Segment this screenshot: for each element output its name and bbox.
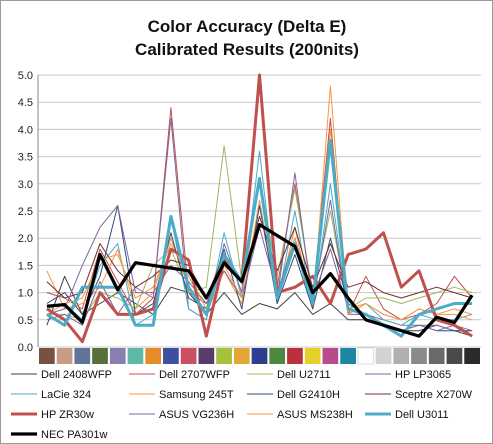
y-tick-label: 0.5 [18,315,33,327]
x-axis-swatch [127,348,144,364]
series-lines [46,73,474,344]
x-axis-swatch [357,347,375,365]
legend-item: HP LP3065 [365,369,451,381]
legend-item: Dell U3011 [365,409,449,421]
legend: Dell 2408WFP Dell 2707WFP Dell U2711 HP LP3… [11,369,473,441]
y-tick-label: 4.0 [18,124,33,136]
x-axis-swatch [251,348,268,364]
y-tick-label: 2.5 [18,206,33,218]
legend-label: HP LP3065 [395,369,451,381]
series-line [46,215,473,299]
y-axis-tick-labels: 0.0 0.5 1.0 1.5 2.0 2.5 3.0 3.5 4.0 4.5 5.0 [18,70,33,354]
legend-item: HP ZR30w [11,409,94,421]
x-axis-swatch [56,348,73,364]
legend-label: Samsung 245T [159,389,234,401]
x-axis-swatch [39,348,55,364]
legend-label: Dell G2410H [277,389,340,401]
x-axis-swatch [304,348,321,364]
y-tick-label: 1.0 [18,288,33,300]
x-axis-swatch [269,348,286,364]
legend-label: NEC PA301w [41,429,107,441]
series-line [46,150,473,326]
y-tick-label: 5.0 [18,70,33,82]
x-axis-swatch [411,348,427,364]
legend-item: Dell 2408WFP [11,369,112,381]
x-axis-swatch [216,348,232,364]
series-line [46,73,473,344]
x-axis-swatch [393,348,410,364]
legend-label: Dell U3011 [395,409,449,421]
y-tick-label: 3.0 [18,179,33,191]
legend-label: Dell U2711 [277,369,331,381]
legend-item: Sceptre X270W [365,389,473,401]
legend-item: NEC PA301w [11,429,107,441]
x-axis-swatch [375,348,392,364]
y-tick-label: 1.5 [18,260,33,272]
legend-item: LaCie 324 [11,389,91,401]
legend-item: ASUS VG236H [129,409,234,421]
x-axis-swatch [446,348,463,364]
legend-item: Dell U2711 [247,369,331,381]
x-axis-swatch [287,348,303,364]
x-axis-swatch [340,348,356,364]
legend-label: ASUS VG236H [159,409,234,421]
legend-label: Dell 2707WFP [159,369,230,381]
legend-label: HP ZR30w [41,409,94,421]
grid-lines [37,74,481,348]
series-line [46,85,473,321]
x-axis-swatch [464,348,480,364]
legend-label: LaCie 324 [41,389,91,401]
legend-item: Dell 2707WFP [129,369,230,381]
chart-title-line-2: Calibrated Results (200nits) [135,40,359,59]
y-tick-label: 3.5 [18,152,33,164]
x-axis-swatch [92,348,108,364]
legend-label: Sceptre X270W [395,389,473,401]
x-axis-swatch [74,348,91,364]
x-axis-swatch [198,348,215,364]
y-tick-label: 0.0 [18,342,33,354]
legend-label: Dell 2408WFP [41,369,112,381]
x-axis-swatch [233,348,250,364]
legend-item: Dell G2410H [247,389,340,401]
legend-label: ASUS MS238H [277,409,353,421]
x-axis-swatch [163,348,179,364]
legend-item: Samsung 245T [129,389,234,401]
x-axis-swatch [109,348,126,364]
x-axis-swatch [322,348,339,364]
series-line [46,74,473,321]
x-axis-swatch [428,348,445,364]
x-axis-swatch [145,348,162,364]
y-tick-label: 4.5 [18,97,33,109]
y-tick-label: 2.0 [18,233,33,245]
chart-title-line-1: Color Accuracy (Delta E) [148,17,347,36]
series-line [46,223,474,338]
x-axis-swatch [180,348,197,364]
legend-item: ASUS MS238H [247,409,353,421]
x-axis-color-swatches [39,347,480,365]
